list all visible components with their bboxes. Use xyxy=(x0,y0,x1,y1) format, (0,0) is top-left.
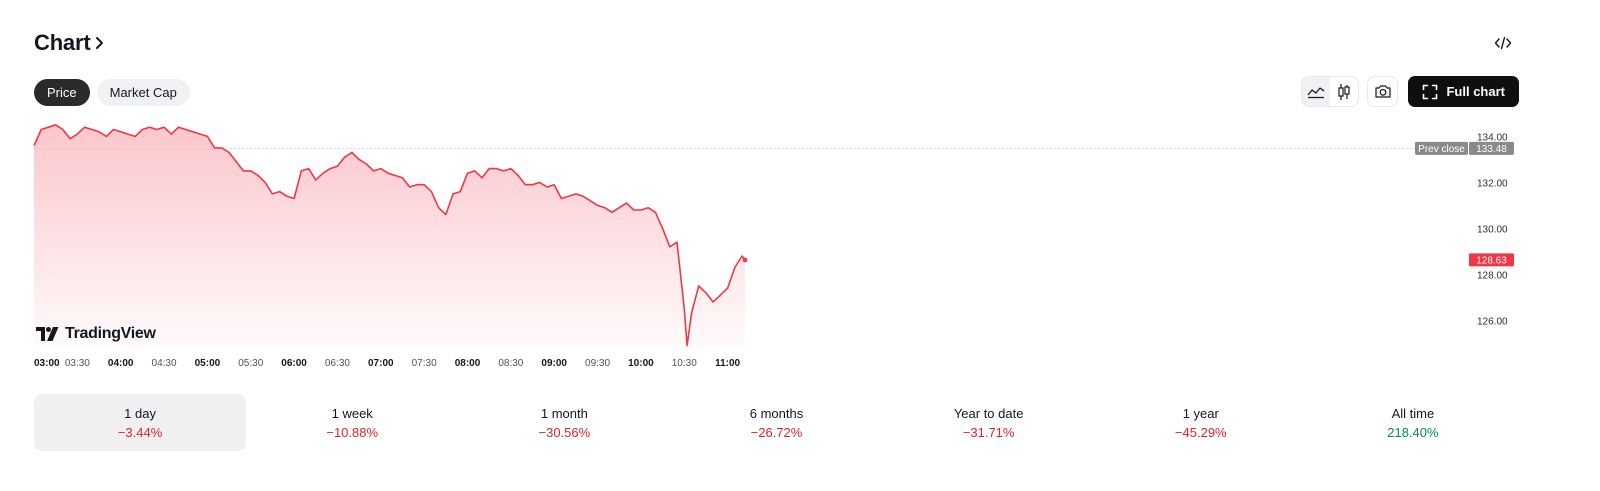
x-tick-label: 07:00 xyxy=(368,358,394,369)
chart-style-group xyxy=(1301,76,1360,107)
candles-style-button[interactable] xyxy=(1330,77,1358,106)
last-price-value: 128.63 xyxy=(1476,255,1507,266)
x-tick-label: 03:30 xyxy=(65,358,90,369)
page-title: Chart xyxy=(34,30,91,55)
period-change: −45.29% xyxy=(1174,424,1227,440)
y-tick-label: 126.00 xyxy=(1477,316,1508,327)
x-tick-label: 04:00 xyxy=(108,358,134,369)
y-tick-label: 132.00 xyxy=(1477,178,1508,189)
period-selector: 1 day −3.44% 1 week −10.88% 1 month −30.… xyxy=(34,394,1519,451)
chart-title-link[interactable]: Chart xyxy=(34,30,106,56)
period-1-week[interactable]: 1 week −10.88% xyxy=(246,394,458,451)
period-change: −30.56% xyxy=(538,424,591,440)
period-all-time[interactable]: All time 218.40% xyxy=(1307,394,1519,451)
last-price-badge xyxy=(1469,253,1514,267)
price-tab[interactable]: Price xyxy=(34,79,90,106)
market-cap-tab[interactable]: Market Cap xyxy=(96,79,190,106)
last-price-dot xyxy=(742,257,748,263)
prev-close-label: Prev close xyxy=(1418,144,1465,155)
fullscreen-icon xyxy=(1423,84,1438,99)
x-tick-label: 04:30 xyxy=(152,358,177,369)
series-area xyxy=(34,124,745,349)
period-label: 1 year xyxy=(1182,405,1219,421)
full-chart-button[interactable]: Full chart xyxy=(1408,76,1519,107)
embed-code-button[interactable] xyxy=(1492,32,1514,54)
period-1-day[interactable]: 1 day −3.44% xyxy=(34,394,247,451)
tradingview-logo[interactable]: TradingView xyxy=(36,325,156,343)
series-line xyxy=(33,124,746,347)
period-label: All time xyxy=(1391,405,1435,421)
x-tick-label: 06:00 xyxy=(281,358,307,369)
period-change: −31.71% xyxy=(962,424,1015,440)
period-change: −10.88% xyxy=(326,424,379,440)
x-tick-label: 08:00 xyxy=(455,358,481,369)
area-style-button[interactable] xyxy=(1302,77,1331,106)
camera-icon xyxy=(1375,85,1391,98)
period-change: −3.44% xyxy=(117,424,163,440)
code-embed-icon xyxy=(1494,36,1512,50)
prev-close-value-bg xyxy=(1469,141,1514,155)
period-change: −26.72% xyxy=(750,424,803,440)
x-tick-label: 05:00 xyxy=(195,358,221,369)
x-tick-label: 07:30 xyxy=(412,358,437,369)
period-year-to-date[interactable]: Year to date −31.71% xyxy=(883,394,1095,451)
prev-close-label-bg xyxy=(1415,141,1468,155)
period-1-month[interactable]: 1 month −30.56% xyxy=(458,394,670,451)
chart-toolbar: Full chart xyxy=(1301,76,1519,107)
period-label: 1 month xyxy=(540,405,588,421)
screenshot-button[interactable] xyxy=(1367,76,1399,107)
y-tick-label: 128.00 xyxy=(1477,270,1508,281)
candlestick-icon xyxy=(1338,83,1351,100)
x-tick-label: 05:30 xyxy=(238,358,263,369)
area-chart-icon xyxy=(1307,86,1325,98)
x-tick-label: 08:30 xyxy=(498,358,523,369)
chevron-right-icon xyxy=(96,37,104,49)
x-tick-label: 11:00 xyxy=(715,358,740,369)
x-tick-label: 06:30 xyxy=(325,358,350,369)
x-tick-label: 03:00 xyxy=(34,358,60,369)
x-tick-label: 10:00 xyxy=(628,358,654,369)
period-label: 6 months xyxy=(749,405,804,421)
full-chart-label: Full chart xyxy=(1446,84,1505,99)
period-label: 1 day xyxy=(124,405,156,421)
tradingview-logo-icon xyxy=(36,327,59,341)
prev-close-value: 133.48 xyxy=(1476,144,1507,155)
period-label: Year to date xyxy=(953,405,1024,421)
price-marketcap-toggle: Price Market Cap xyxy=(34,79,190,106)
x-tick-label: 09:30 xyxy=(585,358,610,369)
period-6-months[interactable]: 6 months −26.72% xyxy=(670,394,882,451)
y-tick-label: 134.00 xyxy=(1477,132,1508,143)
period-change: 218.40% xyxy=(1387,424,1439,440)
x-tick-label: 10:30 xyxy=(672,358,697,369)
y-tick-label: 130.00 xyxy=(1477,224,1508,235)
x-tick-label: 09:00 xyxy=(541,358,567,369)
period-label: 1 week xyxy=(331,405,373,421)
period-1-year[interactable]: 1 year −45.29% xyxy=(1095,394,1307,451)
tradingview-logo-text: TradingView xyxy=(65,325,156,342)
